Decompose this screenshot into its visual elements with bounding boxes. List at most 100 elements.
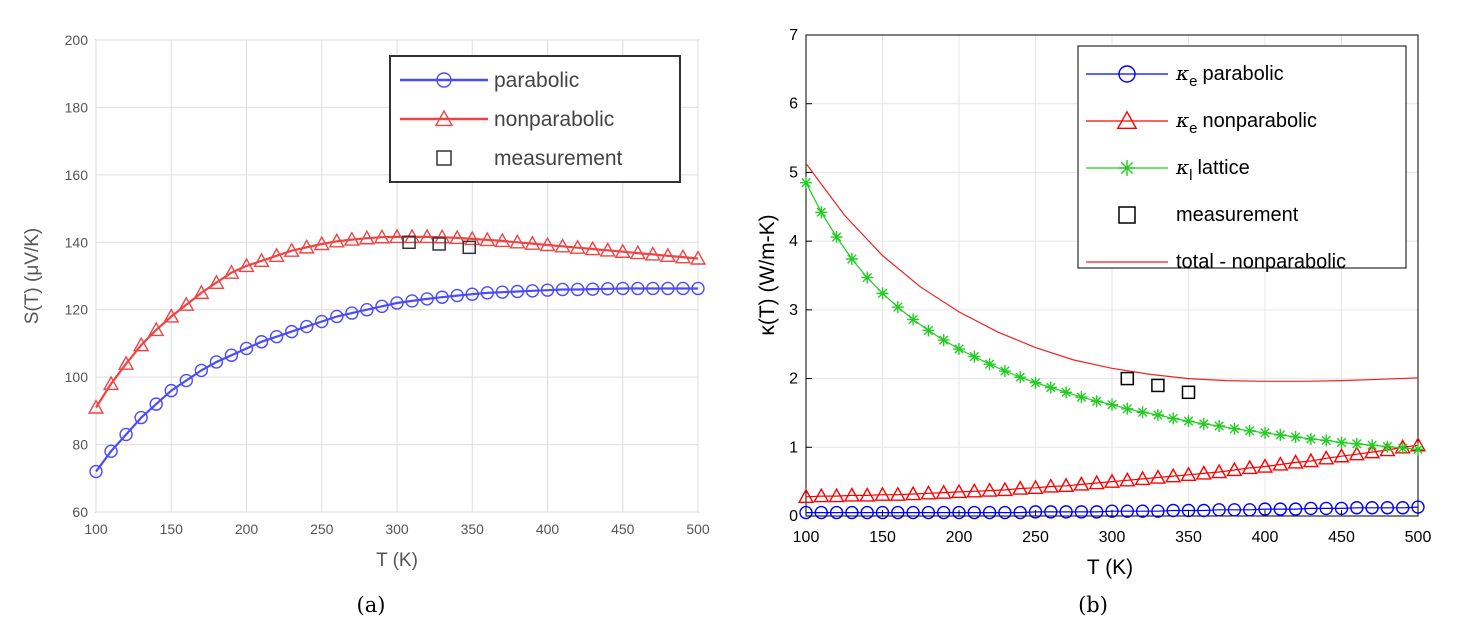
- data-point: [1074, 505, 1089, 519]
- data-point: [691, 281, 705, 296]
- data-point: [1335, 436, 1348, 449]
- y-tick-label: 6: [789, 96, 798, 113]
- data-point: [845, 253, 858, 266]
- x-tick-label: 400: [536, 521, 560, 537]
- data-point: [405, 294, 419, 308]
- data-point: [1166, 503, 1180, 518]
- chart-a-ticks: 100 150 200 250 300 350 400 450 500 60 80 100 120 140…: [65, 32, 710, 537]
- data-point: [390, 296, 404, 310]
- data-point: [1106, 398, 1118, 411]
- x-tick-label: 450: [611, 521, 635, 537]
- data-point: [1259, 426, 1271, 439]
- y-tick-label: 120: [65, 302, 89, 318]
- data-point: [104, 444, 118, 459]
- data-point: [224, 348, 239, 362]
- data-point: [1319, 501, 1333, 516]
- y-tick-label: 7: [789, 27, 798, 44]
- data-point: [1197, 417, 1210, 430]
- data-point: [1380, 501, 1395, 515]
- chart-a-series: [87, 228, 707, 479]
- y-tick-label: 0: [789, 508, 798, 525]
- data-point: [1073, 476, 1090, 491]
- y-tick-label: 200: [65, 32, 89, 48]
- data-point: [539, 236, 556, 252]
- chart-a-grid: [95, 39, 699, 513]
- series--l-lattice: [800, 176, 1424, 456]
- data-point: [1364, 443, 1381, 459]
- data-point: [1182, 415, 1195, 428]
- data-point: [1149, 469, 1166, 484]
- data-point: [554, 237, 571, 253]
- data-point: [907, 313, 920, 326]
- data-point: [343, 231, 360, 246]
- series-measurement: [402, 235, 476, 255]
- data-point: [253, 252, 270, 268]
- data-point: [238, 257, 255, 273]
- data-point: [889, 486, 906, 501]
- legend-marker: [1116, 110, 1138, 130]
- legend-marker: [436, 150, 452, 166]
- data-point: [555, 282, 570, 297]
- data-point: [495, 285, 510, 299]
- x-tick-label: 250: [310, 521, 334, 537]
- data-point: [1028, 505, 1043, 519]
- data-point: [1226, 461, 1243, 477]
- data-point: [1090, 395, 1103, 408]
- x-tick-label: 350: [461, 521, 485, 537]
- data-point: [1304, 501, 1318, 516]
- x-tick-label: 400: [1252, 529, 1279, 546]
- data-point: [921, 505, 936, 520]
- data-point: [689, 250, 707, 265]
- data-point: [1167, 412, 1180, 425]
- y-tick-label: 100: [65, 369, 89, 385]
- data-point: [402, 235, 416, 250]
- chart-a-y-axis-label: S(T) (μV/K): [22, 228, 43, 324]
- data-point: [953, 343, 965, 356]
- data-point: [1396, 441, 1409, 454]
- data-point: [1151, 408, 1164, 421]
- data-point: [462, 240, 476, 255]
- data-point: [644, 246, 661, 261]
- data-point: [1014, 371, 1027, 384]
- data-point: [269, 329, 284, 344]
- data-point: [1243, 424, 1256, 437]
- data-point: [829, 505, 844, 520]
- data-point: [982, 505, 997, 520]
- data-point: [1365, 501, 1379, 515]
- data-point: [194, 363, 209, 378]
- data-point: [1195, 465, 1212, 480]
- data-point: [905, 485, 922, 501]
- data-point: [859, 487, 876, 502]
- chart-a-caption: (a): [357, 593, 386, 617]
- data-point: [1350, 501, 1364, 515]
- data-point: [1381, 440, 1394, 453]
- data-point: [967, 505, 981, 520]
- data-point: [480, 286, 494, 300]
- data-point: [1366, 439, 1379, 452]
- data-point: [1151, 378, 1165, 393]
- y-tick-label: 80: [72, 437, 88, 453]
- data-point: [1213, 419, 1226, 432]
- data-point: [659, 247, 676, 262]
- data-point: [525, 284, 540, 298]
- data-point: [1120, 371, 1135, 386]
- data-point: [631, 281, 645, 296]
- chart-a-x-axis-label: T (K): [376, 550, 418, 571]
- data-point: [1029, 376, 1042, 389]
- data-point: [1227, 503, 1242, 517]
- data-point: [1212, 503, 1226, 517]
- data-point: [1134, 470, 1151, 486]
- data-point: [358, 229, 375, 245]
- series-line: [805, 163, 1419, 382]
- data-point: [1012, 480, 1029, 495]
- data-point: [569, 239, 586, 254]
- data-point: [998, 505, 1012, 520]
- legend-label: nonparabolic: [494, 108, 614, 131]
- data-point: [1013, 505, 1027, 520]
- data-point: [360, 303, 374, 317]
- data-point: [599, 242, 616, 257]
- series-line: [805, 444, 1419, 498]
- data-point: [800, 176, 812, 189]
- data-point: [1211, 463, 1228, 479]
- data-point: [208, 274, 225, 289]
